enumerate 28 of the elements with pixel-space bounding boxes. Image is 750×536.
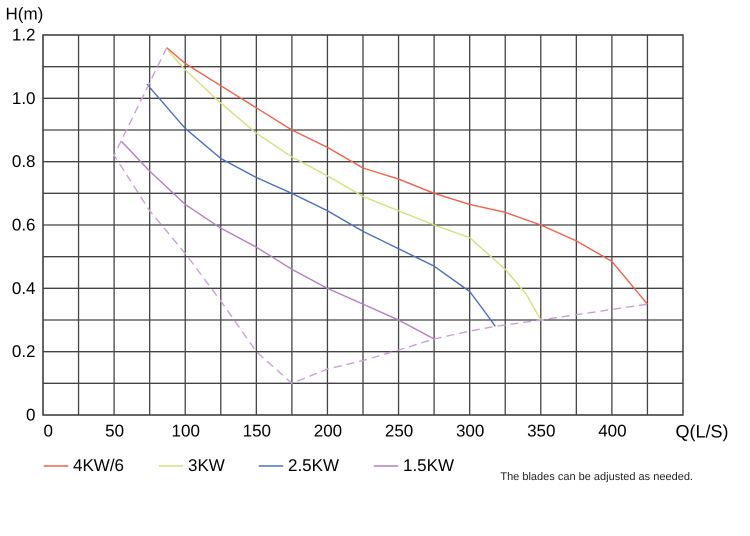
x-axis-title: Q(L/S) (676, 422, 729, 442)
x-tick-label: 200 (314, 422, 342, 440)
y-tick-label: 1.0 (12, 88, 36, 108)
line-series (167, 50, 542, 321)
y-tick-label: 0.4 (12, 278, 36, 298)
line-series (113, 46, 648, 384)
y-tick-label: 0.2 (12, 342, 36, 362)
line-series (166, 46, 648, 305)
x-tick-label: 50 (105, 422, 124, 440)
legend-label: 2.5KW (288, 456, 340, 475)
x-tick-label: 100 (172, 422, 200, 440)
x-tick-label: 150 (242, 422, 272, 440)
x-tick-label: 300 (456, 422, 484, 440)
line-series (146, 83, 496, 328)
y-tick-label: 1.2 (12, 26, 36, 44)
x-tick-label: 350 (527, 422, 556, 440)
y-tick-label: 0.6 (12, 216, 36, 234)
x-tick-label: 400 (598, 422, 627, 440)
text: The blades can be adjusted as needed. (500, 471, 693, 483)
y-tick-label: 0.8 (12, 152, 36, 172)
legend-label: 3KW (188, 456, 225, 475)
line-series (120, 140, 435, 340)
x-tick-label: 0 (44, 422, 53, 440)
legend-label: 4KW/6 (73, 456, 124, 475)
x-tick-label: 250 (384, 422, 414, 440)
legend-label: 1.5KW (403, 456, 454, 475)
y-tick-label: 0 (26, 406, 36, 424)
y-axis-title: H(m) (6, 4, 44, 24)
